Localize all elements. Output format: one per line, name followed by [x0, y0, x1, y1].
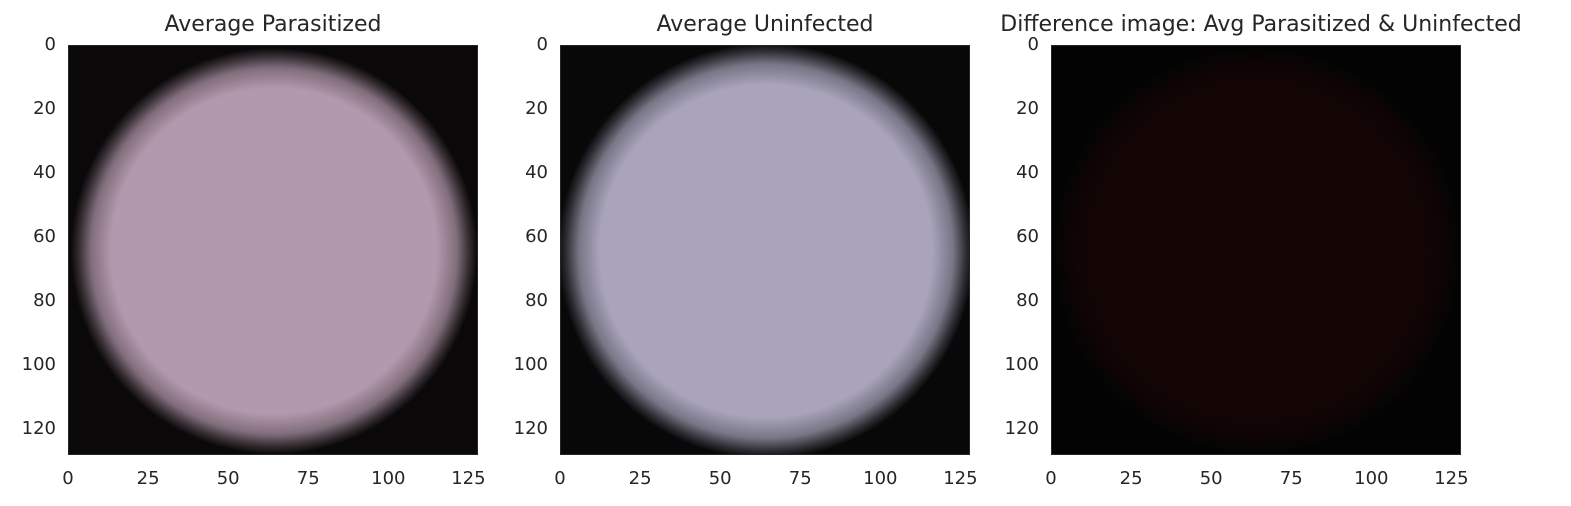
- y-tick-label: 20: [525, 98, 548, 120]
- x-tick-label: 100: [371, 468, 406, 489]
- x-tick-label: 75: [296, 468, 320, 489]
- image-plot: [1051, 45, 1461, 455]
- average-image: [69, 46, 477, 454]
- y-tick-label: 20: [33, 98, 56, 120]
- y-tick-label: 40: [525, 162, 548, 184]
- x-tick-label: 75: [1279, 468, 1303, 489]
- y-tick-label: 100: [513, 354, 548, 376]
- x-tick-label: 0: [1045, 468, 1057, 489]
- y-tick-label: 100: [21, 354, 56, 376]
- x-tick-label: 125: [1434, 468, 1469, 489]
- y-tick-label: 0: [1027, 34, 1039, 55]
- x-tick-label: 25: [136, 468, 160, 489]
- panel-difference: Difference image: Avg Parasitized & Unin…: [1000, 0, 1531, 506]
- y-tick-label: 60: [33, 226, 56, 248]
- x-tick-label: 125: [943, 468, 978, 489]
- x-tick-label: 50: [1199, 468, 1223, 489]
- y-tick-label: 80: [525, 290, 548, 312]
- y-tick-label: 120: [1004, 418, 1039, 440]
- y-tick-label: 120: [513, 418, 548, 440]
- x-tick-label: 100: [1354, 468, 1389, 489]
- cell-disc: [70, 47, 477, 454]
- panel-title: Average Parasitized: [164, 12, 382, 37]
- panel-title: Average Uninfected: [656, 12, 874, 37]
- image-plot: [68, 45, 478, 455]
- y-tick-label: 120: [21, 418, 56, 440]
- average-image: [561, 46, 969, 454]
- y-tick-label: 40: [33, 162, 56, 184]
- y-tick-label: 80: [1016, 290, 1039, 312]
- y-tick-label: 60: [1016, 226, 1039, 248]
- cell-disc: [561, 46, 969, 454]
- x-tick-label: 0: [62, 468, 74, 489]
- y-tick-label: 100: [1004, 354, 1039, 376]
- x-tick-label: 25: [1119, 468, 1143, 489]
- panel-title: Difference image: Avg Parasitized & Unin…: [1000, 12, 1522, 37]
- x-tick-label: 25: [628, 468, 652, 489]
- cell-disc: [1052, 46, 1460, 454]
- y-tick-label: 60: [525, 226, 548, 248]
- panel-uninfected: Average Uninfected 0 20 40 60 80 100 120 0 25 50…: [514, 0, 1040, 506]
- image-plot: [560, 45, 970, 455]
- y-tick-label: 20: [1016, 98, 1039, 120]
- panel-parasitized: Average Parasitized 0 20 40 60 80 100 120 0 25 5…: [22, 0, 548, 506]
- difference-image: [1052, 46, 1460, 454]
- y-tick-label: 0: [536, 34, 548, 55]
- x-tick-label: 0: [554, 468, 566, 489]
- x-tick-label: 125: [451, 468, 486, 489]
- x-tick-label: 100: [863, 468, 898, 489]
- x-tick-label: 50: [708, 468, 732, 489]
- y-tick-label: 80: [33, 290, 56, 312]
- y-tick-label: 0: [44, 34, 56, 55]
- x-tick-label: 50: [216, 468, 240, 489]
- y-tick-label: 40: [1016, 162, 1039, 184]
- x-tick-label: 75: [788, 468, 812, 489]
